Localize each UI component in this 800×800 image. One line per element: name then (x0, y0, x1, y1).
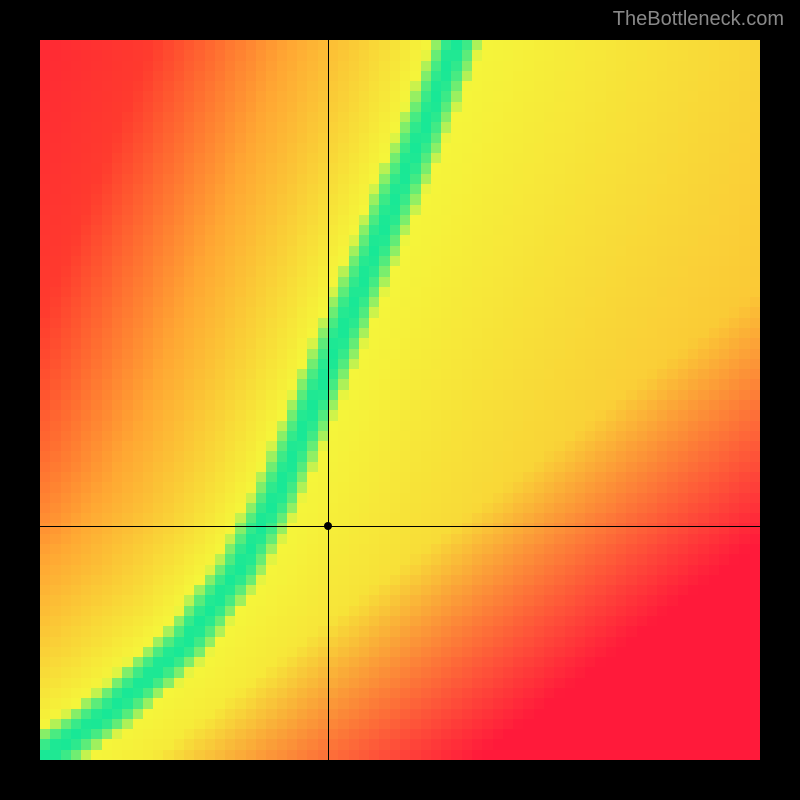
crosshair-marker (324, 522, 332, 530)
heatmap-canvas (40, 40, 760, 760)
crosshair-vertical (328, 40, 329, 760)
heatmap-plot (40, 40, 760, 760)
crosshair-horizontal (40, 526, 760, 527)
watermark-text: TheBottleneck.com (613, 8, 784, 31)
